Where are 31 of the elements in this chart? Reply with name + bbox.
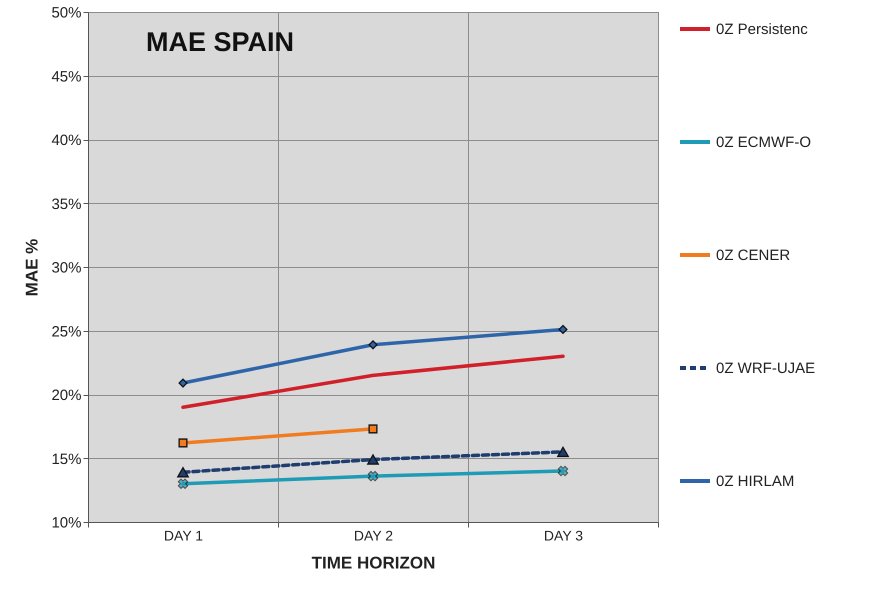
point bbox=[177, 467, 189, 478]
point bbox=[368, 424, 378, 434]
x-tick-label: DAY 1 bbox=[164, 528, 204, 544]
point bbox=[178, 438, 188, 448]
legend-label: 0Z WRF-UJAE bbox=[716, 360, 816, 377]
y-tick-label: 30% bbox=[51, 260, 82, 276]
y-tick-label: 20% bbox=[51, 387, 82, 404]
point bbox=[558, 324, 568, 334]
point bbox=[178, 478, 188, 489]
legend-label: 0Z Persistenc bbox=[716, 21, 808, 38]
y-tick-label: 15% bbox=[51, 450, 82, 468]
x-tick-label: DAY 2 bbox=[354, 528, 394, 544]
x-tick-label: DAY 3 bbox=[544, 528, 584, 544]
y-tick-label: 35% bbox=[51, 196, 82, 213]
y-tick-label: 10% bbox=[51, 514, 82, 532]
text: MAE SPAIN bbox=[146, 27, 294, 57]
y-axis-title: MAE % bbox=[22, 238, 42, 296]
point bbox=[178, 378, 188, 388]
legend-label: 0Z CENER bbox=[716, 247, 790, 264]
point bbox=[558, 466, 568, 476]
x-axis-title: TIME HORIZON bbox=[312, 554, 436, 572]
y-tick-label: 25% bbox=[51, 323, 82, 340]
y-tick-label: 45% bbox=[51, 68, 82, 86]
point bbox=[368, 470, 378, 482]
y-tick-label: 50% bbox=[51, 4, 82, 22]
legend-label: 0Z ECMWF-O bbox=[716, 134, 811, 151]
point bbox=[557, 446, 569, 458]
legend-label: 0Z HIRLAM bbox=[716, 473, 794, 490]
point bbox=[367, 454, 379, 465]
y-tick-label: 40% bbox=[51, 132, 82, 149]
point bbox=[368, 340, 378, 350]
